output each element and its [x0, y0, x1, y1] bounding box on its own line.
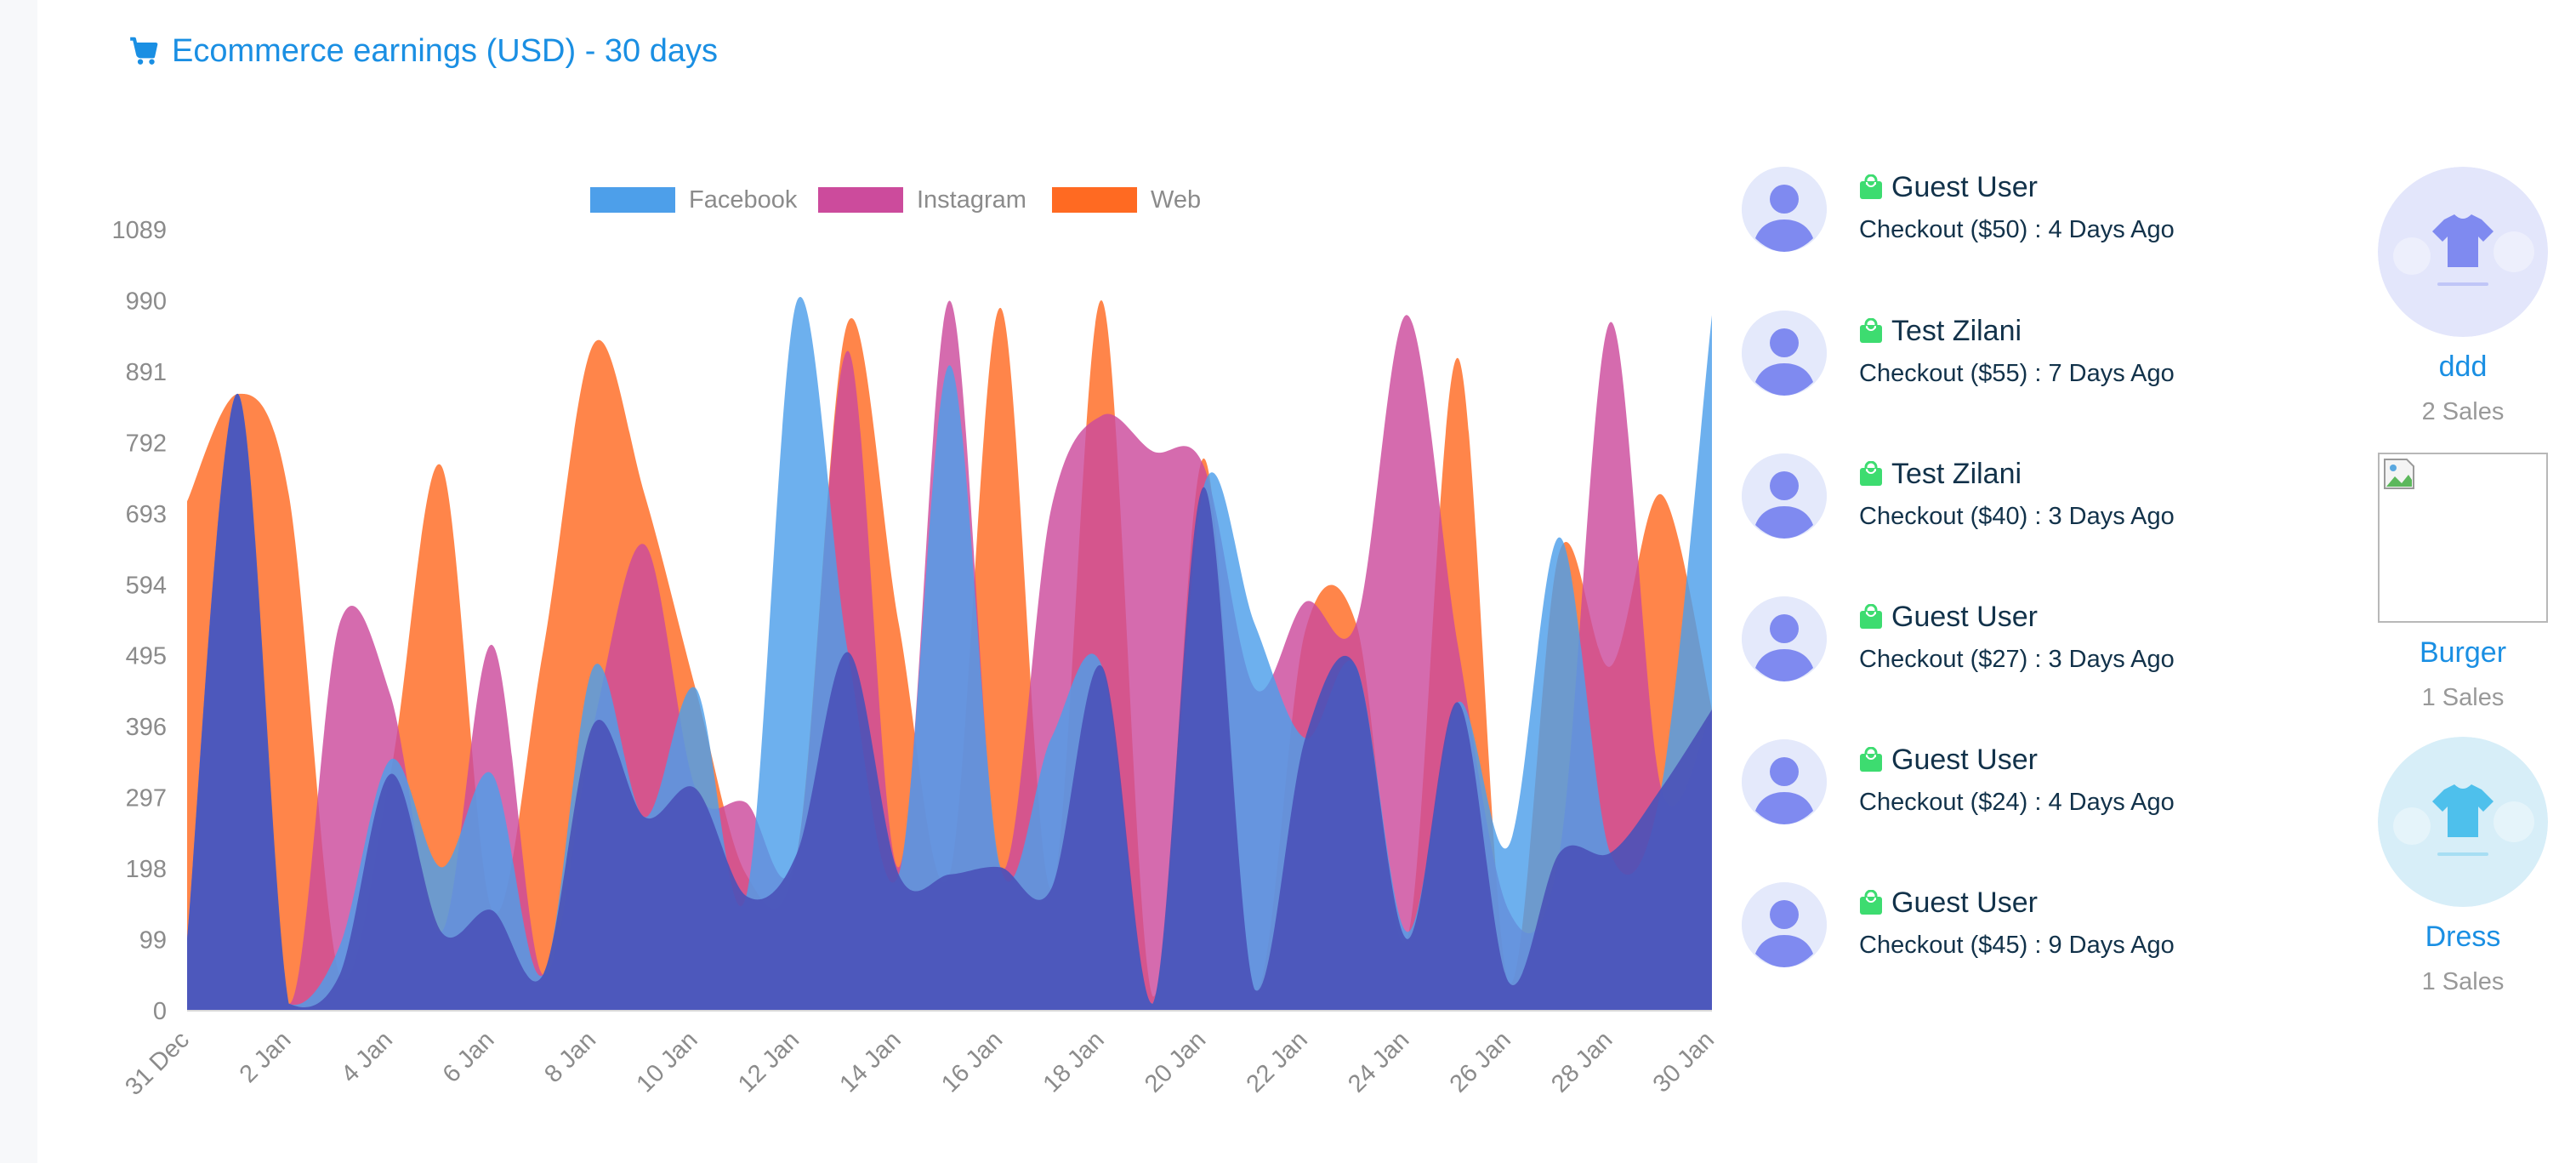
activity-item[interactable]: Guest User Checkout ($45) : 9 Days Ago	[1742, 882, 2337, 976]
x-tick-label: 22 Jan	[1242, 1026, 1313, 1097]
cart-icon	[130, 37, 158, 65]
x-tick-label: 28 Jan	[1546, 1026, 1618, 1097]
activity-detail: Checkout ($40) : 3 Days Ago	[1859, 503, 2175, 530]
shopping-bag-icon	[1859, 460, 1883, 487]
product-thumbnail[interactable]	[2378, 737, 2548, 907]
x-tick-label: 30 Jan	[1648, 1026, 1720, 1097]
card-title: Ecommerce earnings (USD) - 30 days	[172, 32, 718, 69]
earnings-chart: 0 99 198 297 396 495 594 693 792 891 990 1089 31 De…	[111, 186, 1720, 1101]
x-tick-label: 8 Jan	[539, 1026, 601, 1088]
x-tick-label: 20 Jan	[1140, 1026, 1211, 1097]
user-name: Guest User	[1891, 886, 2038, 919]
legend-label: Web	[1151, 186, 1201, 214]
chart-areas	[187, 296, 1712, 1011]
activity-detail: Checkout ($50) : 4 Days Ago	[1859, 216, 2175, 243]
avatar	[1742, 739, 1827, 824]
y-tick-label: 990	[126, 288, 167, 315]
activity-detail: Checkout ($55) : 7 Days Ago	[1859, 360, 2175, 387]
user-name: Guest User	[1891, 743, 2038, 776]
series-overlap-area	[187, 393, 1712, 1011]
shopping-bag-icon	[1859, 889, 1883, 915]
avatar	[1742, 453, 1827, 539]
broken-image-icon[interactable]	[2378, 453, 2548, 623]
y-tick-label: 891	[126, 359, 167, 386]
y-tick-label: 99	[139, 927, 167, 955]
product-sales: 1 Sales	[2421, 968, 2505, 995]
activity-item[interactable]: Test Zilani Checkout ($55) : 7 Days Ago	[1742, 311, 2337, 404]
y-tick-label: 297	[126, 785, 167, 812]
x-tick-label: 12 Jan	[733, 1026, 805, 1097]
legend-item-web[interactable]: Web	[1052, 186, 1201, 214]
activity-user: Guest User	[1859, 884, 2038, 921]
user-name: Test Zilani	[1891, 314, 2022, 347]
product-item[interactable]: Dress 1 Sales	[2378, 737, 2548, 995]
earnings-card: Ecommerce earnings (USD) - 30 days 0 99 19…	[37, 0, 2576, 1163]
y-tick-label: 396	[126, 714, 167, 741]
legend-item-instagram[interactable]: Instagram	[818, 186, 1026, 214]
product-name-link[interactable]: Burger	[2419, 636, 2507, 669]
x-tick-label: 6 Jan	[438, 1026, 500, 1088]
activity-detail: Checkout ($24) : 4 Days Ago	[1859, 789, 2175, 816]
activity-user: Test Zilani	[1859, 312, 2022, 350]
legend-swatch	[1052, 187, 1137, 213]
avatar	[1742, 311, 1827, 396]
x-tick-label: 31 Dec	[120, 1026, 195, 1101]
shopping-bag-icon	[1859, 746, 1883, 772]
shopping-bag-icon	[1859, 174, 1883, 200]
x-tick-label: 18 Jan	[1038, 1026, 1110, 1097]
activity-item[interactable]: Guest User Checkout ($24) : 4 Days Ago	[1742, 739, 2337, 833]
card-header: Ecommerce earnings (USD) - 30 days	[128, 29, 718, 73]
activity-user: Guest User	[1859, 598, 2038, 636]
x-tick-label: 26 Jan	[1445, 1026, 1516, 1097]
product-item[interactable]: Burger 1 Sales	[2378, 453, 2548, 711]
product-item[interactable]: ddd 2 Sales	[2378, 167, 2548, 425]
product-sales: 2 Sales	[2421, 398, 2505, 425]
activity-detail: Checkout ($45) : 9 Days Ago	[1859, 932, 2175, 959]
product-sales: 1 Sales	[2421, 684, 2505, 711]
chart-legend[interactable]: Facebook Instagram Web	[590, 186, 1201, 214]
activity-detail: Checkout ($27) : 3 Days Ago	[1859, 646, 2175, 673]
avatar	[1742, 596, 1827, 681]
y-tick-label: 495	[126, 643, 167, 670]
y-tick-label: 198	[126, 856, 167, 883]
avatar	[1742, 167, 1827, 252]
y-tick-label: 1089	[111, 217, 167, 244]
user-name: Test Zilani	[1891, 457, 2022, 490]
legend-label: Instagram	[917, 186, 1026, 214]
shopping-bag-icon	[1859, 317, 1883, 344]
activity-user: Test Zilani	[1859, 455, 2022, 493]
legend-label: Facebook	[689, 186, 798, 214]
product-name-link[interactable]: ddd	[2438, 351, 2488, 383]
y-tick-label: 0	[153, 998, 167, 1025]
legend-item-facebook[interactable]: Facebook	[590, 186, 798, 214]
user-name: Guest User	[1891, 170, 2038, 203]
activity-user: Guest User	[1859, 168, 2038, 206]
activity-user: Guest User	[1859, 741, 2038, 778]
x-axis: 31 Dec 2 Jan 4 Jan 6 Jan 8 Jan 10 Jan 12 Jan 14…	[120, 1026, 1720, 1101]
y-tick-label: 693	[126, 501, 167, 528]
legend-swatch	[818, 187, 903, 213]
x-tick-label: 14 Jan	[834, 1026, 906, 1097]
product-name-link[interactable]: Dress	[2425, 921, 2501, 953]
x-tick-label: 10 Jan	[631, 1026, 702, 1097]
user-name: Guest User	[1891, 600, 2038, 633]
product-thumbnail[interactable]	[2378, 167, 2548, 337]
activity-item[interactable]: Guest User Checkout ($27) : 3 Days Ago	[1742, 596, 2337, 690]
activity-item[interactable]: Test Zilani Checkout ($40) : 3 Days Ago	[1742, 453, 2337, 547]
y-axis: 0 99 198 297 396 495 594 693 792 891 990 1089	[111, 217, 167, 1025]
x-tick-label: 2 Jan	[235, 1026, 297, 1088]
activity-item[interactable]: Guest User Checkout ($50) : 4 Days Ago	[1742, 167, 2337, 260]
legend-swatch	[590, 187, 675, 213]
x-tick-label: 24 Jan	[1343, 1026, 1414, 1097]
y-tick-label: 792	[126, 430, 167, 457]
shopping-bag-icon	[1859, 603, 1883, 630]
avatar	[1742, 882, 1827, 967]
x-tick-label: 4 Jan	[336, 1026, 398, 1088]
x-tick-label: 16 Jan	[936, 1026, 1008, 1097]
y-tick-label: 594	[126, 572, 167, 599]
